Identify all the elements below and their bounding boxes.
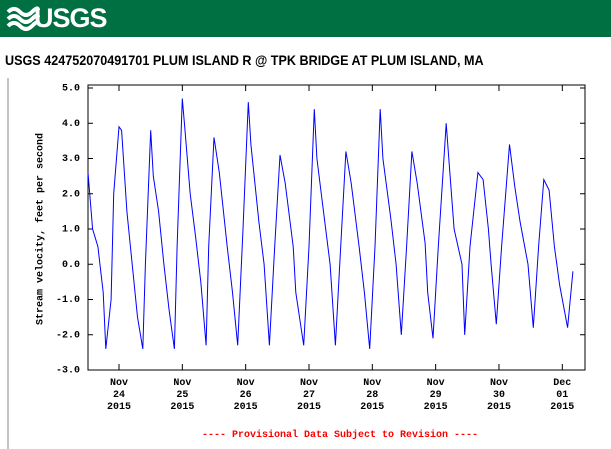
logo-text: USGS	[34, 3, 108, 33]
x-tick-label: Nov 29 2015	[423, 378, 448, 413]
provisional-note: ---- Provisional Data Subject to Revisio…	[201, 430, 479, 441]
y-tick-label: 0.0	[62, 260, 80, 271]
y-tick-label: 2.0	[62, 189, 80, 200]
y-tick-label: 1.0	[62, 225, 80, 236]
chart-title: USGS 424752070491701 PLUM ISLAND R @ TPK…	[5, 52, 484, 68]
y-tick-label: -1.0	[56, 295, 80, 306]
y-tick-label: -2.0	[56, 330, 80, 341]
y-tick-label: 5.0	[62, 84, 80, 95]
data-line	[87, 98, 574, 349]
y-tick-label: 4.0	[62, 119, 80, 130]
x-tick-label: Nov 25 2015	[170, 378, 195, 413]
y-tick-label: -3.0	[56, 366, 80, 377]
x-tick-label: Dec 01 2015	[550, 378, 575, 413]
x-tick-label: Nov 26 2015	[233, 378, 258, 413]
x-tick-label: Nov 27 2015	[296, 378, 321, 413]
x-tick-label: Nov 28 2015	[360, 378, 385, 413]
plot-frame	[87, 84, 586, 371]
y-tick-label: 3.0	[62, 154, 80, 165]
header-bar: USGS	[0, 0, 611, 37]
x-tick-label: Nov 30 2015	[486, 378, 511, 413]
x-tick-label: Nov 24 2015	[106, 378, 131, 413]
logo-waves	[6, 6, 40, 31]
y-axis-label: Stream velocity, feet per second	[35, 133, 47, 325]
